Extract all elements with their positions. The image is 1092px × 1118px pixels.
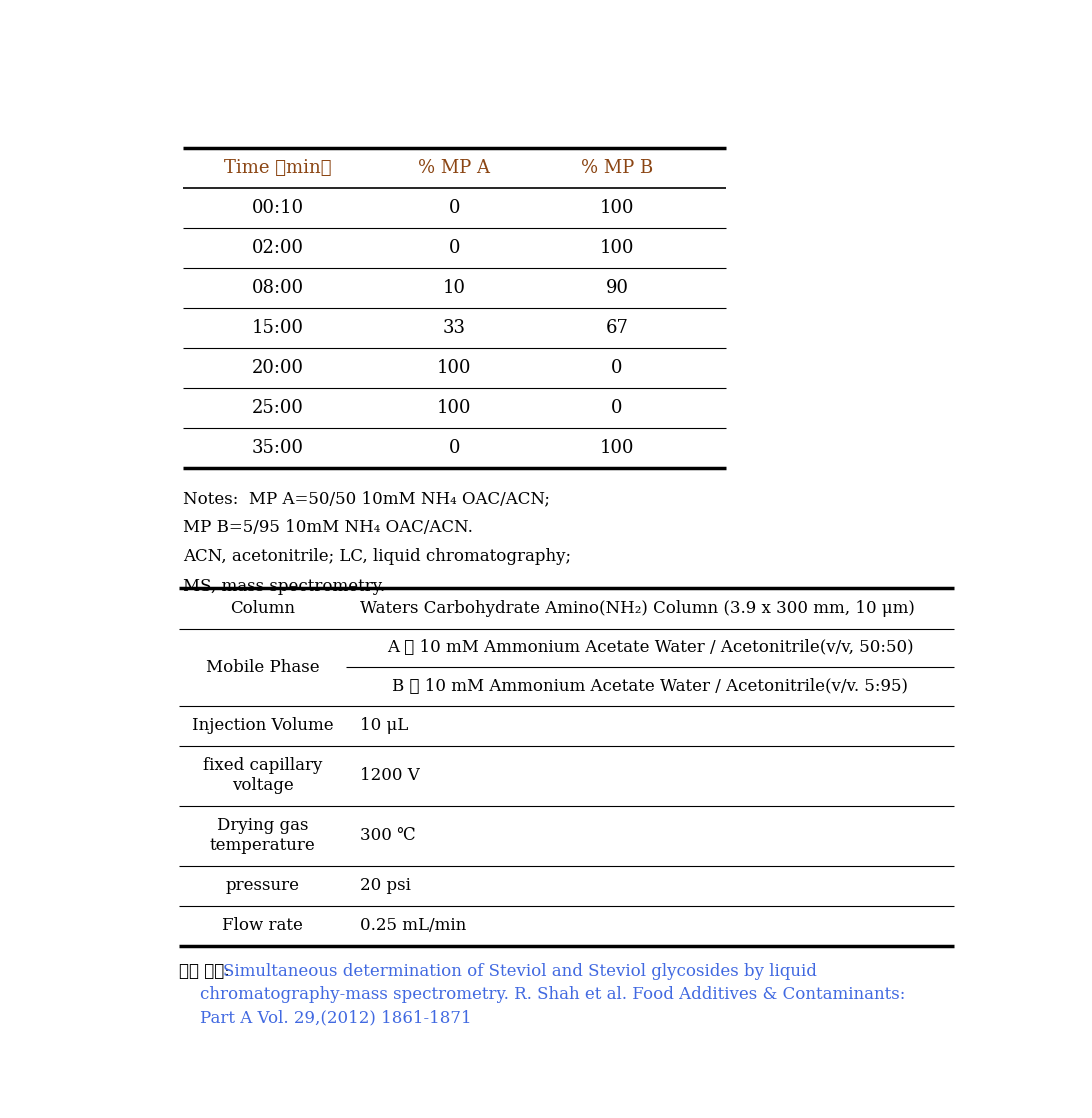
Text: 0: 0 [449,239,460,257]
Text: 20:00: 20:00 [252,359,304,377]
Text: 100: 100 [600,439,634,457]
Text: 10: 10 [442,280,466,297]
Text: 67: 67 [606,320,628,338]
Text: fixed capillary
voltage: fixed capillary voltage [203,757,322,794]
Text: 25:00: 25:00 [252,399,304,417]
Text: 0: 0 [612,399,622,417]
Text: Injection Volume: Injection Volume [191,717,333,735]
Text: 00:10: 00:10 [252,199,304,217]
Text: 10 μL: 10 μL [359,717,408,735]
Text: 20 psi: 20 psi [359,878,411,894]
Text: 삸고 문헌:: 삸고 문헌: [179,963,235,979]
Text: Time （min）: Time （min） [224,159,332,177]
Text: chromatography-mass spectrometry. R. Shah et al. Food Additives & Contaminants:: chromatography-mass spectrometry. R. Sha… [179,986,905,1003]
Text: 1200 V: 1200 V [359,767,419,784]
Text: 300 ℃: 300 ℃ [359,827,415,844]
Text: % MP A: % MP A [418,159,490,177]
Text: Notes:  MP A=50/50 10mM NH₄ OAC/ACN;: Notes: MP A=50/50 10mM NH₄ OAC/ACN; [183,490,550,506]
Text: 100: 100 [600,239,634,257]
Text: 15:00: 15:00 [252,320,304,338]
Text: 0: 0 [449,439,460,457]
Text: Drying gas
temperature: Drying gas temperature [210,817,316,854]
Text: Simultaneous determination of Steviol and Steviol glycosides by liquid: Simultaneous determination of Steviol an… [223,963,817,979]
Text: ACN, acetonitrile; LC, liquid chromatography;: ACN, acetonitrile; LC, liquid chromatogr… [183,549,571,566]
Text: 35:00: 35:00 [252,439,304,457]
Text: Column: Column [230,600,295,617]
Text: 0: 0 [612,359,622,377]
Text: MS, mass spectrometry.: MS, mass spectrometry. [183,578,385,595]
Text: 02:00: 02:00 [252,239,304,257]
Text: 100: 100 [437,399,472,417]
Text: 0.25 mL/min: 0.25 mL/min [359,917,466,935]
Text: A ） 10 mM Ammonium Acetate Water / Acetonitrile(v/v, 50:50): A ） 10 mM Ammonium Acetate Water / Aceto… [387,639,913,656]
Text: pressure: pressure [225,878,299,894]
Text: B ） 10 mM Ammonium Acetate Water / Acetonitrile(v/v. 5:95): B ） 10 mM Ammonium Acetate Water / Aceto… [392,678,907,694]
Text: 90: 90 [605,280,629,297]
Text: Mobile Phase: Mobile Phase [205,659,319,675]
Text: 100: 100 [600,199,634,217]
Text: 33: 33 [442,320,466,338]
Text: 100: 100 [437,359,472,377]
Text: Part A Vol. 29,(2012) 1861-1871: Part A Vol. 29,(2012) 1861-1871 [179,1008,472,1026]
Text: Waters Carbohydrate Amino(NH₂) Column (3.9 x 300 mm, 10 μm): Waters Carbohydrate Amino(NH₂) Column (3… [359,600,915,617]
Text: % MP B: % MP B [581,159,653,177]
Text: 08:00: 08:00 [252,280,304,297]
Text: MP B=5/95 10mM NH₄ OAC/ACN.: MP B=5/95 10mM NH₄ OAC/ACN. [183,519,473,537]
Text: 0: 0 [449,199,460,217]
Text: Flow rate: Flow rate [222,917,302,935]
